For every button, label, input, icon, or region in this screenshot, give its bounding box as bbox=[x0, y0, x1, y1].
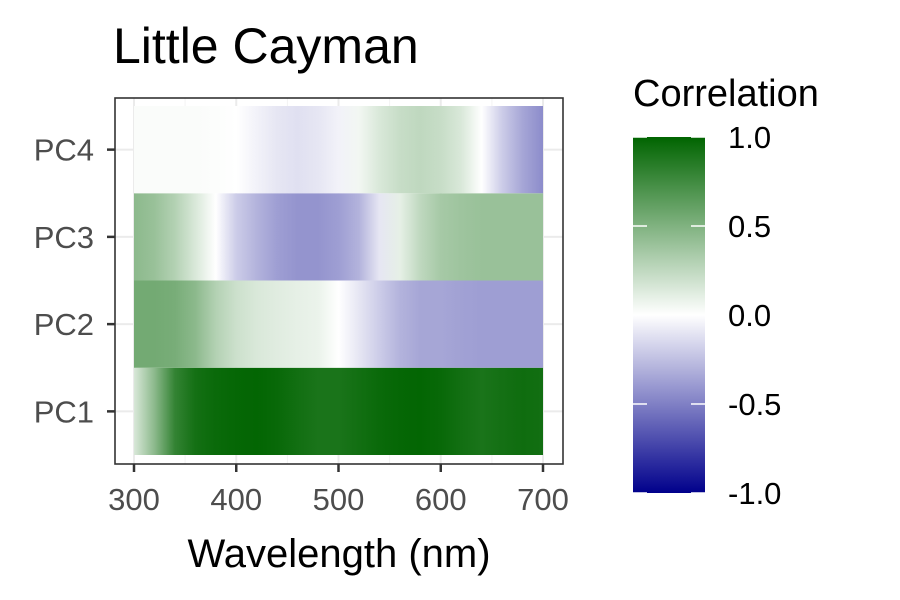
legend-tick-label: 0.5 bbox=[728, 209, 771, 244]
y-tick-label: PC4 bbox=[34, 133, 94, 168]
heatmap-row-pc4 bbox=[134, 106, 543, 194]
x-tick-label: 600 bbox=[415, 482, 467, 517]
y-tick-label: PC3 bbox=[34, 220, 94, 255]
x-tick-label: 700 bbox=[517, 482, 569, 517]
legend-tick-label: 1.0 bbox=[728, 120, 771, 155]
x-axis: 300 400 500 600 700 bbox=[108, 464, 569, 517]
y-tick-label: PC1 bbox=[34, 394, 94, 429]
legend-tick-label: 0.0 bbox=[728, 298, 771, 333]
chart-title: Little Cayman bbox=[113, 18, 419, 74]
x-axis-title: Wavelength (nm) bbox=[187, 532, 490, 576]
legend-title: Correlation bbox=[633, 73, 819, 115]
heatmap-row-pc2 bbox=[134, 280, 543, 368]
heatmap-row-pc3 bbox=[134, 193, 543, 281]
legend-tick-label: -1.0 bbox=[728, 476, 781, 511]
heatmap-row-pc1 bbox=[134, 367, 543, 455]
y-tick-label: PC2 bbox=[34, 307, 94, 342]
heatmap-rows bbox=[134, 106, 543, 455]
y-axis: PC1 PC2 PC3 PC4 bbox=[34, 133, 115, 429]
legend-tick-label: -0.5 bbox=[728, 387, 781, 422]
legend-ticks: 1.0 0.5 0.0 -0.5 -1.0 bbox=[633, 120, 781, 511]
color-legend: Correlation 1.0 0.5 0.0 -0.5 -1.0 bbox=[633, 73, 819, 511]
x-tick-label: 300 bbox=[108, 482, 160, 517]
x-tick-label: 400 bbox=[210, 482, 262, 517]
x-tick-label: 500 bbox=[313, 482, 365, 517]
